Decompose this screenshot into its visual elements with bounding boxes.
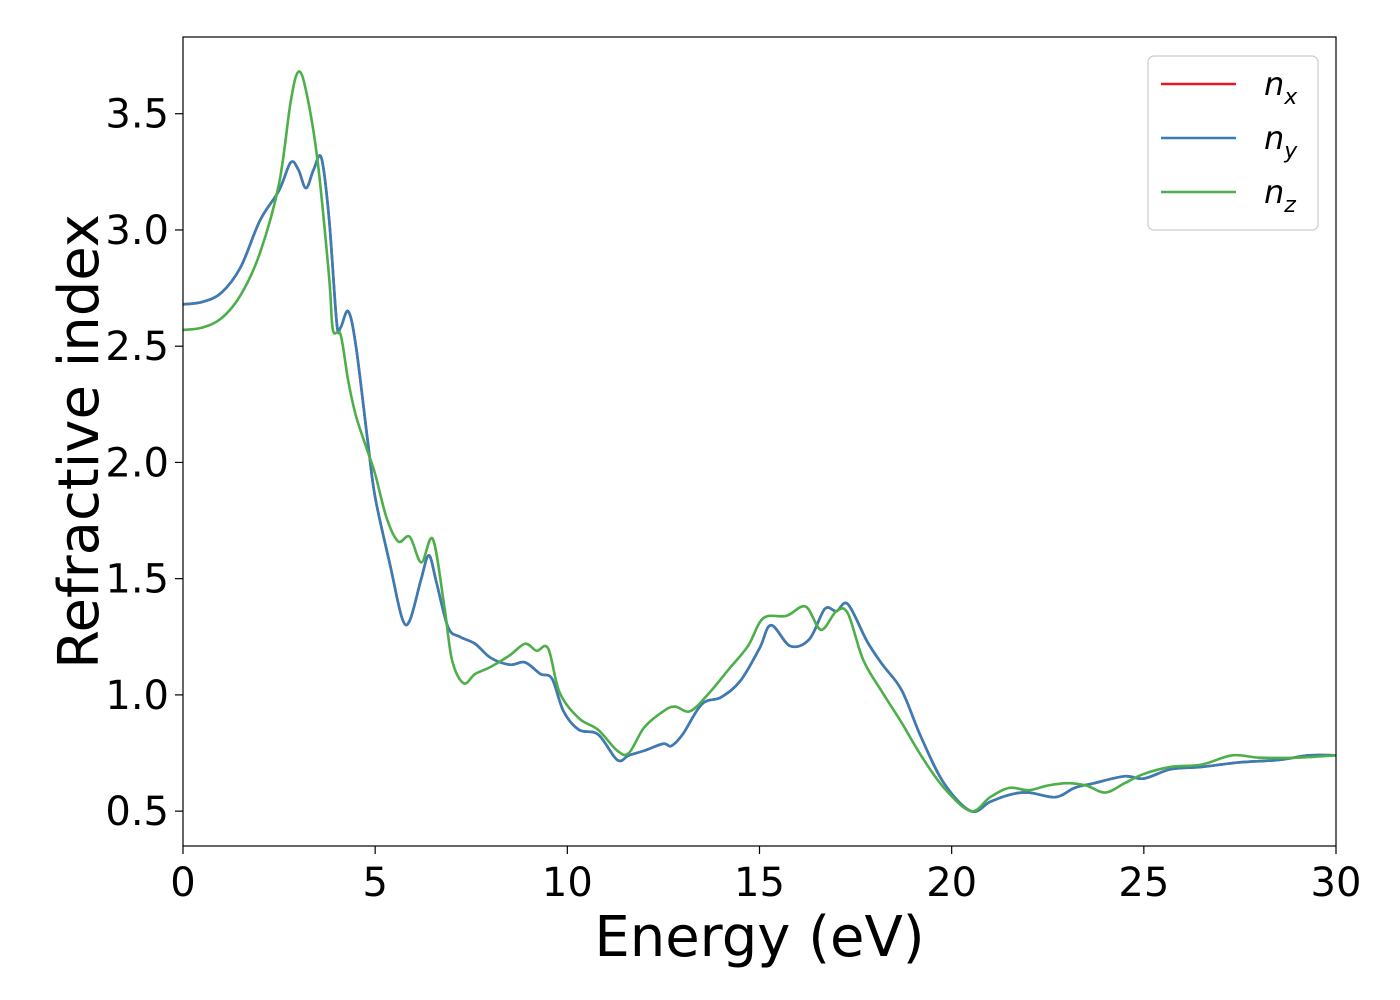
legend-box [1147,55,1319,231]
x-tick-label: 10 [542,860,593,906]
series-layer [183,70,1336,814]
legend-label: nx [1264,65,1298,110]
y-axis-title: Refractive index [47,214,112,669]
y-axis: 0.5 1.0 1.5 2.0 2.5 3.0 3.5 [105,92,183,835]
x-tick-label: 25 [1118,860,1169,906]
y-tick-label: 3.5 [105,92,169,138]
series-line-ny [183,154,1336,814]
x-tick-label: 30 [1311,860,1362,906]
x-axis-title: Energy (eV) [594,905,924,970]
legend: nx ny nz [1147,55,1319,231]
legend-label: nz [1264,173,1296,218]
x-tick-label: 15 [734,860,785,906]
y-tick-label: 1.5 [105,557,169,603]
legend-item-nz: nz [1161,173,1296,218]
y-tick-label: 2.5 [105,324,169,370]
x-tick-label: 20 [926,860,977,906]
y-tick-label: 3.0 [105,208,169,254]
legend-item-nx: nx [1161,65,1298,110]
x-tick-label: 5 [362,860,387,906]
y-tick-label: 0.5 [105,789,169,835]
series-line-nz [183,70,1336,813]
x-tick-label: 0 [170,860,195,906]
legend-label: ny [1264,119,1298,164]
y-tick-label: 1.0 [105,673,169,719]
legend-item-ny: ny [1161,119,1298,164]
y-tick-label: 2.0 [105,440,169,486]
x-axis: 0 5 10 15 20 25 30 [170,846,1361,906]
